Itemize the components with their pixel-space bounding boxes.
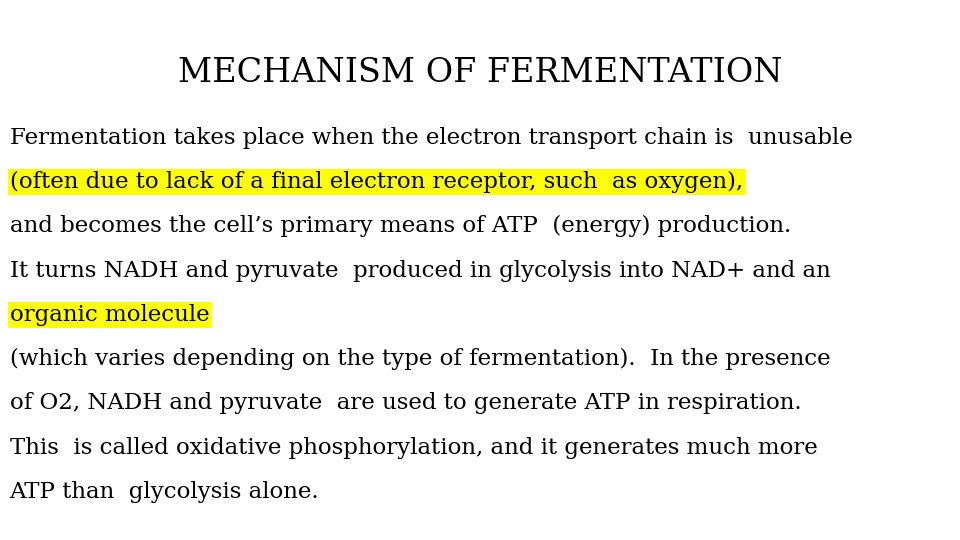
Text: This  is called oxidative phosphorylation, and it generates much more: This is called oxidative phosphorylation…: [10, 437, 817, 458]
Text: (which varies depending on the type of fermentation).  In the presence: (which varies depending on the type of f…: [10, 348, 830, 370]
Text: of O2, NADH and pyruvate  are used to generate ATP in respiration.: of O2, NADH and pyruvate are used to gen…: [10, 393, 802, 414]
Text: ATP than  glycolysis alone.: ATP than glycolysis alone.: [10, 481, 320, 503]
Text: (often due to lack of a final electron receptor, such  as oxygen),: (often due to lack of a final electron r…: [10, 171, 743, 193]
Text: and becomes the cell’s primary means of ATP  (energy) production.: and becomes the cell’s primary means of …: [10, 215, 791, 237]
Text: organic molecule: organic molecule: [10, 304, 209, 326]
Text: MECHANISM OF FERMENTATION: MECHANISM OF FERMENTATION: [178, 57, 782, 89]
Text: Fermentation takes place when the electron transport chain is  unusable: Fermentation takes place when the electr…: [10, 127, 852, 148]
Text: It turns NADH and pyruvate  produced in glycolysis into NAD+ and an: It turns NADH and pyruvate produced in g…: [10, 260, 830, 281]
